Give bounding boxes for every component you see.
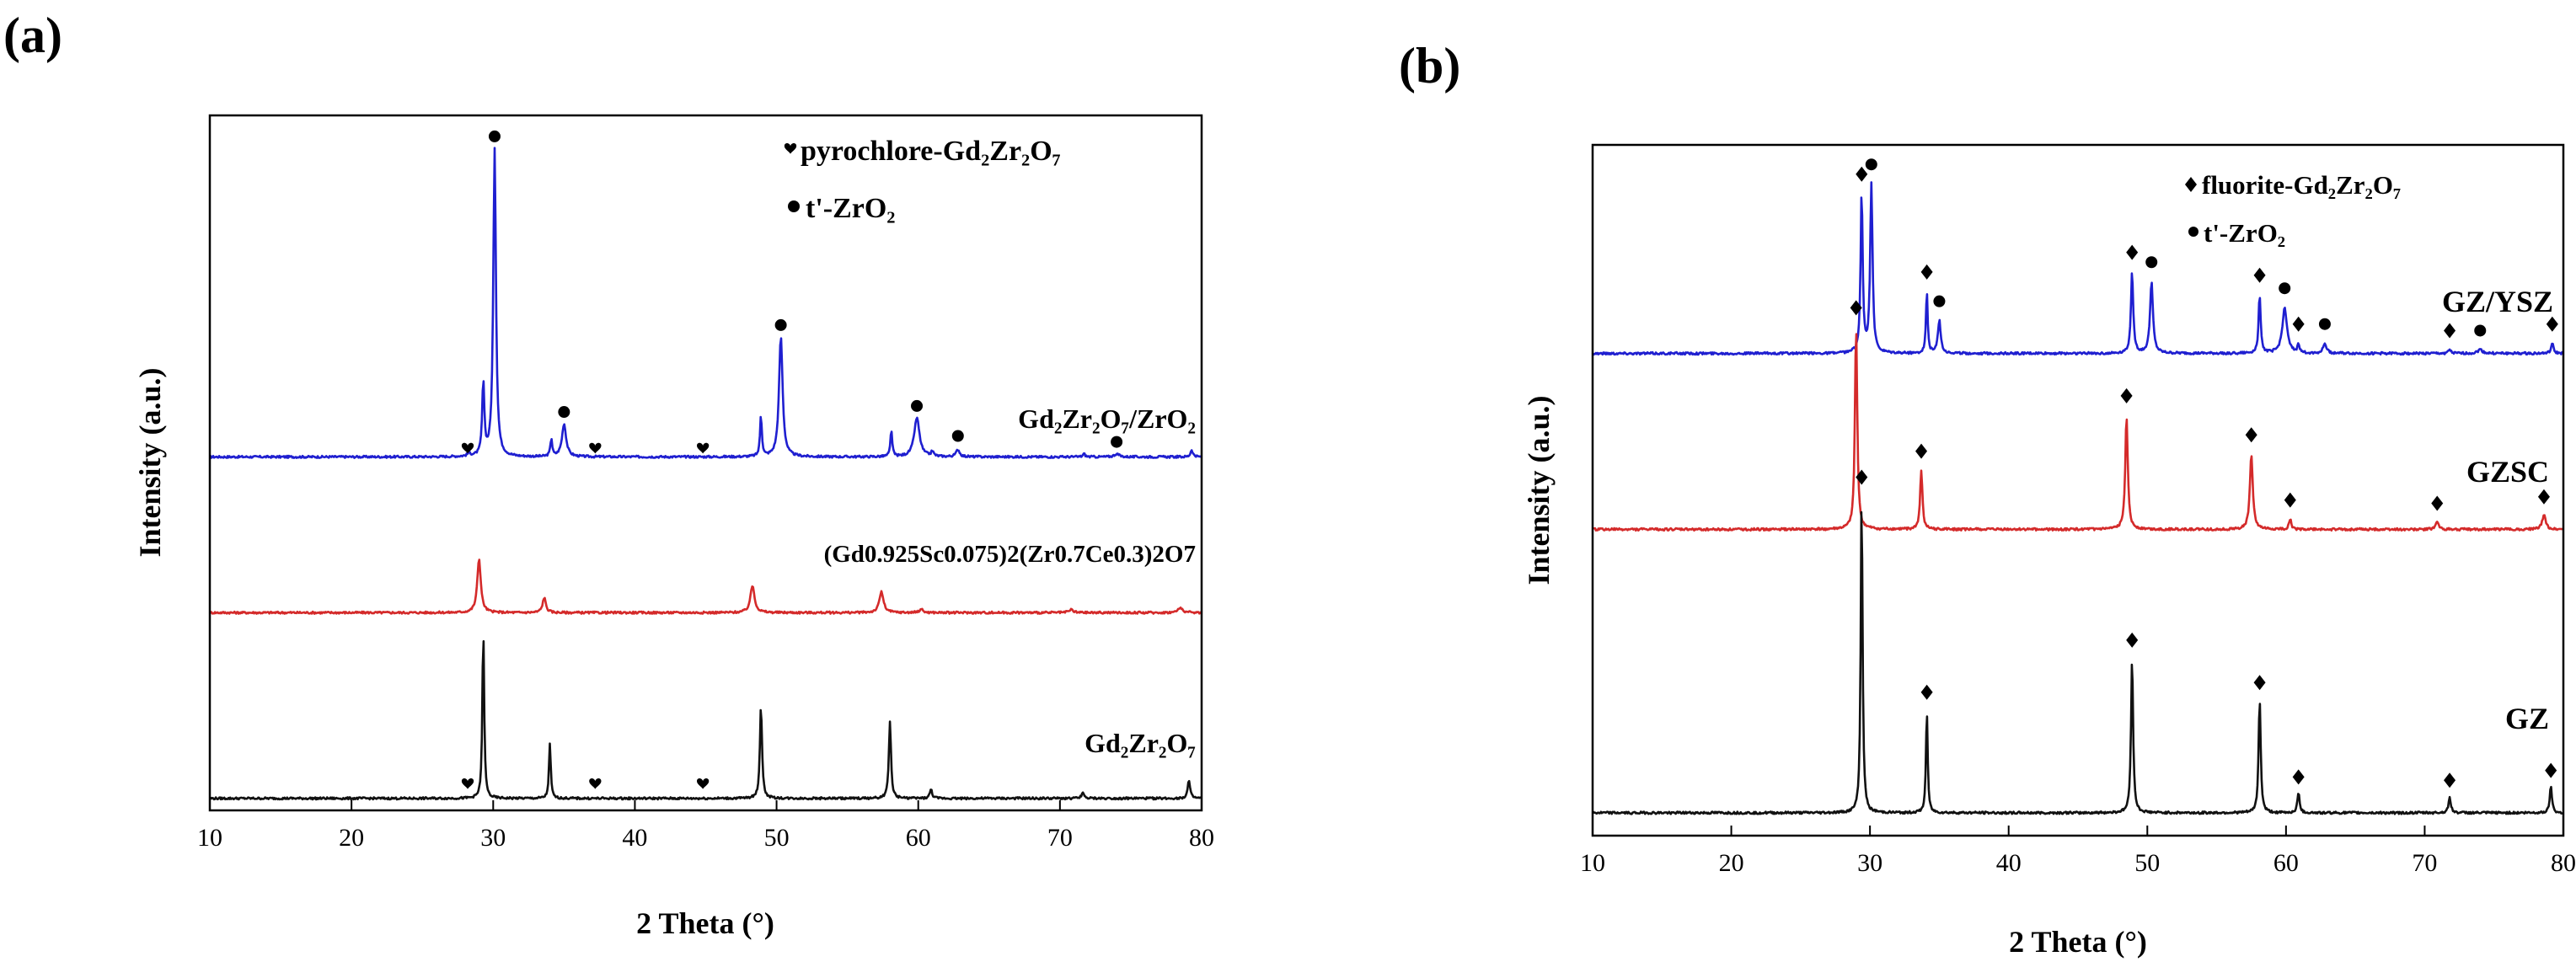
panel-a-y-axis-title: Intensity (a.u.) xyxy=(133,367,167,557)
series-label-gzsc-formula: (Gd0.925Sc0.075)2(Zr0.7Ce0.3)2O7 xyxy=(824,541,1196,568)
x-tick-label: 80 xyxy=(1189,824,1214,852)
peak-marker-circle-icon xyxy=(488,130,501,142)
peak-marker-diamond-icon xyxy=(2126,244,2139,260)
peak-marker-diamond-icon xyxy=(2253,267,2266,283)
peak-marker-diamond-icon xyxy=(1856,469,1868,485)
peak-marker-circle-icon xyxy=(951,430,964,442)
peak-marker-circle-icon xyxy=(1111,436,1123,448)
peak-marker-diamond-icon xyxy=(2537,489,2550,505)
series-label-gd2zr2o7: Gd₂Zr₂O₇ xyxy=(1084,728,1196,758)
series-line-1 xyxy=(1592,333,2563,532)
peak-marker-heart-icon xyxy=(589,442,602,454)
x-tick-label: 50 xyxy=(2134,849,2160,877)
panel-b-x-axis-title: 2 Theta (°) xyxy=(2009,925,2147,959)
x-tick-label: 30 xyxy=(480,824,506,852)
peak-marker-heart-icon xyxy=(461,778,474,789)
series-label-gzsc: GZSC xyxy=(2466,455,2549,489)
x-tick-label: 10 xyxy=(197,824,222,852)
series-line-0 xyxy=(209,147,1202,459)
x-tick-label: 10 xyxy=(1580,849,1605,877)
peak-marker-circle-icon xyxy=(1933,295,1946,307)
series-line-1 xyxy=(208,558,1202,615)
peak-marker-diamond-icon xyxy=(2545,762,2557,778)
peak-marker-heart-icon xyxy=(696,442,710,454)
peak-marker-diamond-icon xyxy=(2284,492,2296,508)
peak-marker-diamond-icon xyxy=(1920,264,1933,280)
peak-marker-diamond-icon xyxy=(2546,316,2558,332)
peak-marker-diamond-icon xyxy=(2120,387,2133,404)
x-tick-label: 60 xyxy=(906,824,931,852)
legend-circle-icon xyxy=(788,200,800,212)
peak-marker-circle-icon xyxy=(2145,256,2158,269)
peak-marker-circle-icon xyxy=(558,406,570,419)
x-tick-label: 30 xyxy=(1857,849,1882,877)
legend-circle-icon xyxy=(2188,227,2198,237)
panel-label-b: (b) xyxy=(1399,38,1460,94)
x-tick-label: 50 xyxy=(764,824,790,852)
panel-a-x-axis-title: 2 Theta (°) xyxy=(636,906,774,940)
peak-marker-diamond-icon xyxy=(2292,316,2305,332)
panel-a-x-ticks: 10 20 30 40 50 60 70 80 xyxy=(197,800,1214,852)
panel-b-legend: fluorite-Gd₂Zr₂O₇ t'-ZrO₂ xyxy=(2185,170,2401,248)
legend-entry-fluorite: fluorite-Gd₂Zr₂O₇ xyxy=(2202,170,2401,200)
peak-marker-circle-icon xyxy=(1865,158,1877,171)
peak-marker-diamond-icon xyxy=(2126,632,2139,648)
panel-b-x-ticks: 10 20 30 40 50 60 70 80 xyxy=(1580,826,2576,877)
panel-b-marker-layer xyxy=(1850,158,2558,788)
series-line-0 xyxy=(1591,181,2563,356)
peak-marker-diamond-icon xyxy=(2292,769,2305,785)
panel-a-plot-frame xyxy=(208,114,1203,812)
peak-marker-diamond-icon xyxy=(2444,323,2456,339)
peak-marker-circle-icon xyxy=(2474,324,2487,337)
x-tick-label: 20 xyxy=(1719,849,1744,877)
legend-entry-pyrochlore: pyrochlore-Gd₂Zr₂O₇ xyxy=(801,136,1061,167)
panel-a-legend: pyrochlore-Gd₂Zr₂O₇ t'-ZrO₂ xyxy=(784,136,1061,224)
series-label-gz: GZ xyxy=(2505,702,2549,735)
panel-b: 10 20 30 40 50 60 70 80 2 Theta (°) Intensity (… xyxy=(1522,143,2576,959)
legend-diamond-icon xyxy=(2185,177,2197,192)
x-tick-label: 20 xyxy=(339,824,364,852)
panel-label-a: (a) xyxy=(3,8,62,63)
series-line-2 xyxy=(209,639,1202,801)
peak-marker-diamond-icon xyxy=(1856,166,1868,182)
peak-marker-circle-icon xyxy=(911,399,924,412)
peak-marker-circle-icon xyxy=(2318,318,2331,330)
peak-marker-circle-icon xyxy=(774,318,787,331)
series-line-2 xyxy=(1591,510,2563,815)
peak-marker-diamond-icon xyxy=(2431,495,2444,511)
x-tick-label: 60 xyxy=(2273,849,2299,877)
legend-entry-t-zro2: t'-ZrO₂ xyxy=(806,193,896,224)
x-tick-label: 80 xyxy=(2551,849,2576,877)
panel-b-series-layer xyxy=(1591,181,2563,815)
panel-a-marker-layer xyxy=(461,130,1123,789)
panel-a-series-layer xyxy=(208,147,1202,801)
legend-heart-icon xyxy=(784,143,797,154)
legend-entry-t-zro2: t'-ZrO₂ xyxy=(2204,218,2285,248)
panel-b-plot-frame xyxy=(1591,143,2565,837)
peak-marker-diamond-icon xyxy=(1920,684,1933,700)
x-tick-label: 70 xyxy=(1047,824,1073,852)
x-tick-label: 40 xyxy=(622,824,647,852)
peak-marker-heart-icon xyxy=(461,442,474,454)
panel-b-y-axis-title: Intensity (a.u.) xyxy=(1522,395,1556,585)
x-tick-label: 40 xyxy=(1996,849,2022,877)
panel-a: 10 20 30 40 50 60 70 80 2 Theta (°) Intensity (… xyxy=(133,114,1214,940)
peak-marker-diamond-icon xyxy=(2444,772,2456,788)
peak-marker-diamond-icon xyxy=(1850,300,1862,316)
x-tick-label: 70 xyxy=(2412,849,2437,877)
series-label-gz-ysz: GZ/YSZ xyxy=(2442,285,2553,318)
peak-marker-heart-icon xyxy=(696,778,710,789)
peak-marker-diamond-icon xyxy=(1915,443,1928,459)
series-label-gd2zr2o7-zro2: Gd₂Zr₂O₇/ZrO₂ xyxy=(1018,404,1196,434)
peak-marker-diamond-icon xyxy=(2253,675,2266,691)
peak-marker-diamond-icon xyxy=(2245,427,2257,443)
peak-marker-circle-icon xyxy=(2279,282,2291,295)
peak-marker-heart-icon xyxy=(589,778,602,789)
